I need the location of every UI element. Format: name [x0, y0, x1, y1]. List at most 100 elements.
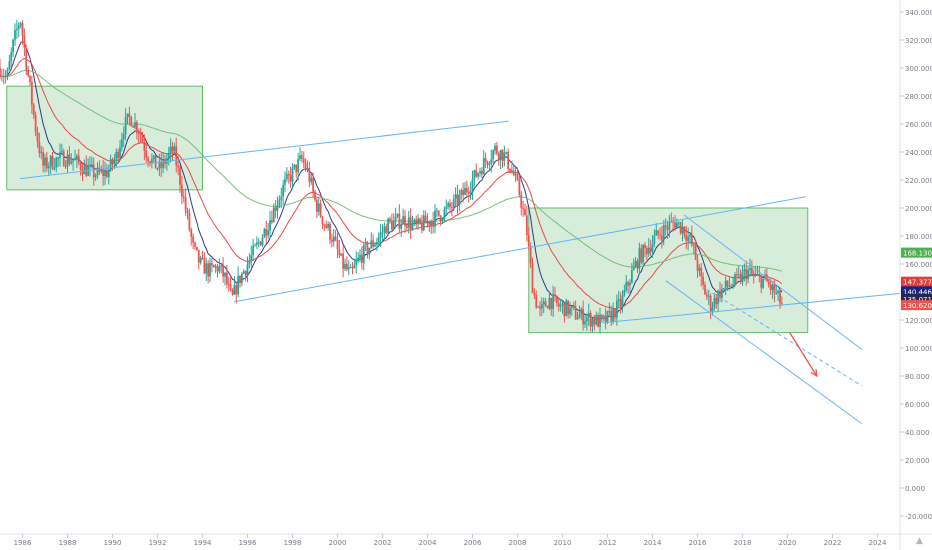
- candle-body-235: [439, 215, 442, 221]
- candle-body-354: [662, 225, 665, 240]
- candle-body-346: [647, 247, 650, 255]
- candle-body-262: [490, 159, 493, 164]
- candlestick-series: [0, 19, 783, 334]
- candle-body-360: [674, 222, 676, 228]
- candle-body-221: [413, 219, 416, 223]
- price-label-bg-1: [901, 276, 932, 287]
- candle-body-414: [775, 293, 778, 295]
- candle-body-64: [119, 147, 121, 159]
- candle-body-222: [415, 219, 418, 225]
- candle-body-112: [209, 263, 211, 277]
- candle-body-41: [75, 155, 78, 159]
- candle-body-99: [184, 197, 187, 211]
- candle-body-114: [212, 265, 215, 268]
- candle-body-240: [449, 203, 451, 208]
- y-tick-label-1: 320.000: [905, 37, 932, 45]
- candle-body-270: [505, 151, 508, 153]
- candle-body-141: [263, 228, 266, 238]
- time-axis[interactable]: 1986 1988 1990 1992 1994 1996 1998 2000 2002 2004…: [0, 533, 932, 547]
- candle-body-227: [424, 215, 427, 224]
- candle-body-412: [771, 284, 774, 291]
- candle-body-66: [122, 133, 125, 140]
- candle-body-307: [574, 306, 577, 320]
- candle-body-301: [563, 303, 566, 317]
- candle-body-31: [57, 157, 60, 159]
- price-axis[interactable]: 340.000 320.000 300.000 280.000 260.000 240.0…: [899, 0, 932, 550]
- candle-body-51: [94, 175, 97, 178]
- candle-body-369: [690, 235, 693, 245]
- candle-body-91: [169, 146, 172, 153]
- candle-body-40: [74, 158, 76, 161]
- candle-body-391: [732, 284, 735, 286]
- candle-body-218: [407, 217, 410, 228]
- candle-body-24: [44, 157, 46, 166]
- candle-body-223: [417, 218, 420, 225]
- candle-body-380: [711, 307, 714, 312]
- candle-body-339: [634, 260, 637, 267]
- candle-body-37: [68, 154, 71, 164]
- candle-body-22: [40, 152, 43, 154]
- candle-body-286: [535, 295, 538, 308]
- candle-body-182: [340, 253, 343, 256]
- candle-body-191: [357, 257, 360, 262]
- x-tick-label-9: 2004: [419, 539, 437, 547]
- candle-body-110: [205, 263, 208, 274]
- candle-body-351: [657, 230, 660, 235]
- candle-body-17: [30, 82, 33, 105]
- candle-body-214: [400, 224, 403, 229]
- candle-body-43: [79, 162, 82, 170]
- candle-body-46: [85, 164, 88, 176]
- x-tick-label-19: 2024: [869, 539, 887, 547]
- candle-body-120: [224, 272, 226, 277]
- candle-body-197: [368, 247, 371, 254]
- candle-body-300: [561, 303, 564, 306]
- candle-body-243: [454, 194, 457, 199]
- indicator-line-ma_fast: [0, 41, 783, 321]
- candle-body-106: [197, 249, 200, 263]
- candle-body-177: [330, 239, 333, 242]
- x-tick-label-5: 1996: [239, 539, 257, 547]
- y-tick-label-14: 60.000: [905, 401, 930, 409]
- candle-body-275: [514, 174, 517, 176]
- candle-body-84: [156, 168, 159, 170]
- candle-body-282: [527, 235, 530, 247]
- trendlines[interactable]: [20, 120, 901, 425]
- candle-body-90: [167, 152, 170, 159]
- candle-body-33: [60, 151, 63, 153]
- candle-body-322: [602, 315, 605, 317]
- x-tick-label-6: 1998: [284, 539, 302, 547]
- settings-icon[interactable]: ▲: [916, 536, 923, 546]
- candle-body-291: [544, 301, 547, 307]
- candle-body-160: [299, 155, 301, 160]
- candle-body-130: [242, 271, 245, 274]
- candle-body-363: [679, 222, 682, 234]
- candle-body-38: [70, 161, 73, 164]
- candle-body-148: [276, 205, 279, 211]
- candle-body-379: [709, 295, 712, 312]
- candle-body-224: [419, 218, 421, 224]
- candle-body-30: [55, 157, 58, 168]
- candle-body-309: [578, 314, 581, 319]
- x-tick-label-10: 2006: [464, 539, 482, 547]
- candle-body-350: [655, 230, 658, 236]
- candle-body-44: [81, 169, 84, 175]
- candle-body-298: [557, 303, 560, 307]
- candle-body-272: [509, 168, 511, 172]
- candle-body-63: [117, 151, 120, 159]
- candle-body-314: [587, 312, 590, 318]
- candle-body-378: [707, 295, 710, 297]
- candle-body-180: [336, 239, 339, 250]
- candle-body-168: [314, 191, 316, 200]
- candle-body-101: [188, 212, 191, 230]
- candle-body-58: [107, 170, 110, 177]
- candle-body-21: [38, 141, 41, 153]
- candle-body-167: [312, 178, 315, 192]
- candle-body-397: [743, 269, 746, 272]
- y-tick-label-8: 180.000: [905, 233, 932, 241]
- y-tick-label-0: 340.000: [905, 9, 932, 17]
- candle-body-233: [435, 210, 438, 212]
- candle-body-107: [199, 257, 202, 263]
- candle-body-359: [672, 220, 675, 223]
